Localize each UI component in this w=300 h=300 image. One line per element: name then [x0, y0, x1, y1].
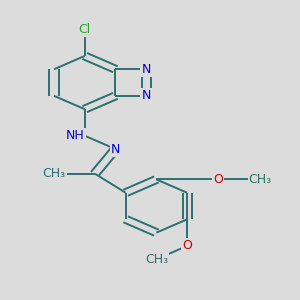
Text: N: N	[111, 142, 120, 156]
Text: CH₃: CH₃	[42, 167, 65, 180]
Text: CH₃: CH₃	[145, 253, 168, 266]
Text: O: O	[182, 239, 192, 252]
Text: N: N	[142, 63, 151, 76]
Text: N: N	[142, 89, 151, 102]
Text: Cl: Cl	[79, 23, 91, 36]
Text: CH₃: CH₃	[249, 173, 272, 186]
Text: NH: NH	[66, 129, 85, 142]
Text: O: O	[213, 173, 223, 186]
